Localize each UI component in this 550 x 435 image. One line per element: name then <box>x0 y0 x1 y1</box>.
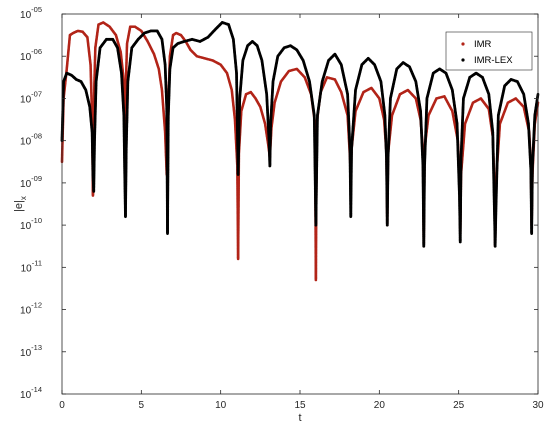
series-layer <box>60 21 540 282</box>
series-imr-lex <box>60 21 540 248</box>
